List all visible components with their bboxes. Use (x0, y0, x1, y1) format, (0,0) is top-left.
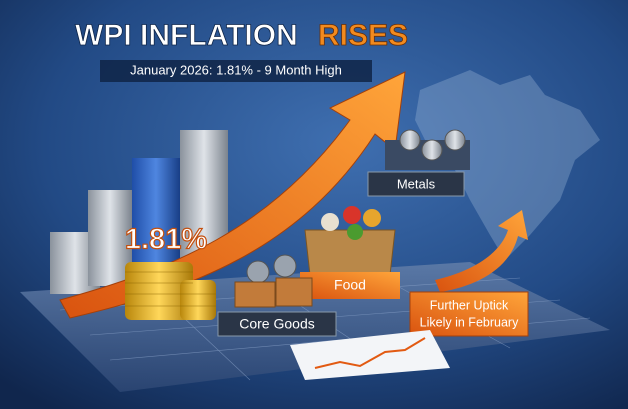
bar (132, 158, 180, 276)
core-goods-label: Core Goods (239, 316, 314, 332)
outlook-label: Likely in February (420, 315, 519, 329)
food-label-box (300, 272, 400, 299)
gears-crates (234, 254, 313, 308)
title: WPI INFLATION (75, 19, 298, 52)
subtitle-banner (100, 60, 372, 82)
paper-line (314, 337, 426, 369)
food-label: Food (334, 277, 366, 293)
food-basket (304, 206, 396, 276)
map-silhouette (415, 70, 600, 260)
highlight-value: 1.81% (125, 224, 207, 256)
outlook-label-box (409, 291, 529, 337)
metals-label: Metals (397, 176, 436, 191)
coin-stack (125, 262, 216, 320)
outlook-label: Further Uptick (430, 298, 509, 312)
metals-label-box (367, 171, 465, 197)
metal-pipes (385, 129, 470, 170)
core-goods-label-box (217, 311, 337, 337)
uptick-arrow (435, 210, 528, 292)
subtitle: January 2026: 1.81% - 9 Month High (130, 62, 342, 77)
title-accent: RISES (318, 19, 408, 52)
bar (88, 190, 132, 286)
paper-sheet (290, 330, 450, 380)
